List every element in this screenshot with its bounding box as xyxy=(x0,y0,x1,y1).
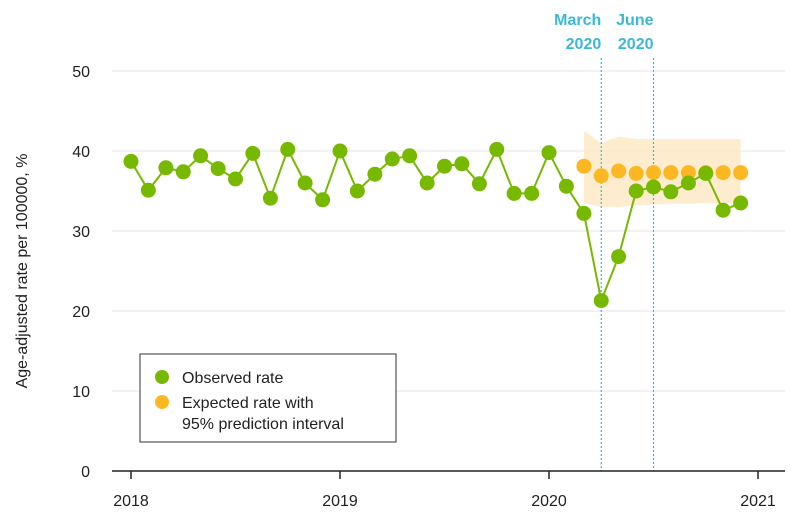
observed-rate-point xyxy=(193,148,209,164)
observed-rate-point xyxy=(384,151,400,167)
expected-rate-point xyxy=(611,163,627,179)
x-tick-label: 2021 xyxy=(740,493,776,510)
x-tick-label: 2020 xyxy=(531,493,567,510)
y-tick-label: 40 xyxy=(72,144,90,161)
y-axis-title: Age-adjusted rate per 100000, % xyxy=(14,154,31,389)
observed-rate-point xyxy=(140,182,156,198)
expected-rate-point xyxy=(663,165,679,181)
observed-rate-point xyxy=(437,158,452,174)
observed-rate-point xyxy=(175,164,191,180)
event-markers: March 2020 June 2020 xyxy=(554,12,655,471)
observed-rate-point xyxy=(663,184,679,200)
y-tick-label: 50 xyxy=(72,64,90,81)
expected-rate-point xyxy=(593,168,609,184)
expected-rate-point xyxy=(576,158,592,174)
observed-rate-point xyxy=(332,143,348,159)
observed-rate-point xyxy=(349,183,365,199)
observed-rate-point xyxy=(158,160,174,176)
tick-labels: 0 10 20 30 40 50 2018 2019 2020 2021 xyxy=(72,64,776,510)
observed-rate-point xyxy=(611,249,627,265)
x-tick-label: 2019 xyxy=(322,493,358,510)
observed-rate-point xyxy=(228,171,243,187)
observed-rate-point xyxy=(402,148,418,164)
legend-expected-marker xyxy=(155,395,169,409)
observed-rate-point xyxy=(646,179,661,195)
expected-rate-point xyxy=(680,165,696,181)
observed-rate-point xyxy=(454,156,470,172)
legend-observed-marker xyxy=(155,370,169,384)
y-tick-label: 0 xyxy=(81,464,90,481)
observed-rate-point xyxy=(262,190,278,206)
prediction-interval-area xyxy=(583,131,741,207)
observed-rate-point xyxy=(297,175,313,191)
observed-rate-point xyxy=(593,293,609,309)
observed-rate-point xyxy=(541,145,557,161)
legend-expected-label-line1: Expected rate with xyxy=(182,395,314,412)
event-label-line1: June xyxy=(616,12,653,29)
observed-rate-point xyxy=(733,195,749,211)
observed-rate-point xyxy=(367,166,383,182)
observed-rate-point xyxy=(628,183,644,199)
observed-rate-point xyxy=(576,205,592,221)
y-tick-label: 30 xyxy=(72,224,90,241)
y-tick-label: 20 xyxy=(72,304,90,321)
expected-rate-point xyxy=(646,165,661,181)
observed-rate-point xyxy=(419,175,435,191)
observed-rate-point xyxy=(680,175,696,191)
event-label-line2: 2020 xyxy=(618,36,654,53)
x-tick-label: 2018 xyxy=(113,493,149,510)
expected-rate-point xyxy=(733,165,749,181)
observed-rate-point xyxy=(123,153,139,169)
legend-box xyxy=(139,353,397,443)
expected-rate-point xyxy=(715,165,731,181)
observed-rate-point xyxy=(715,202,731,218)
grid-lines xyxy=(112,70,785,392)
observed-rate-point xyxy=(471,176,487,192)
observed-rate-point xyxy=(506,185,522,201)
observed-rate-point xyxy=(558,178,574,194)
observed-rate-point xyxy=(210,161,226,177)
observed-rate-point xyxy=(245,145,261,161)
legend: Observed rate Expected rate with 95% pre… xyxy=(139,353,397,443)
expected-rate-point xyxy=(628,165,644,181)
legend-expected-label-line2: 95% prediction interval xyxy=(182,416,344,433)
observed-rate-point xyxy=(698,165,714,181)
y-tick-label: 10 xyxy=(72,384,90,401)
observed-rate-point xyxy=(280,141,296,157)
series xyxy=(123,141,749,309)
prediction-interval-band xyxy=(583,131,741,207)
observed-rate-point xyxy=(489,141,505,157)
event-label-line2: 2020 xyxy=(566,36,602,53)
axes xyxy=(112,470,785,479)
event-label-line1: March xyxy=(554,12,601,29)
legend-observed-label: Observed rate xyxy=(182,370,283,387)
observed-rate-point xyxy=(315,192,331,208)
observed-rate-point xyxy=(524,185,540,201)
